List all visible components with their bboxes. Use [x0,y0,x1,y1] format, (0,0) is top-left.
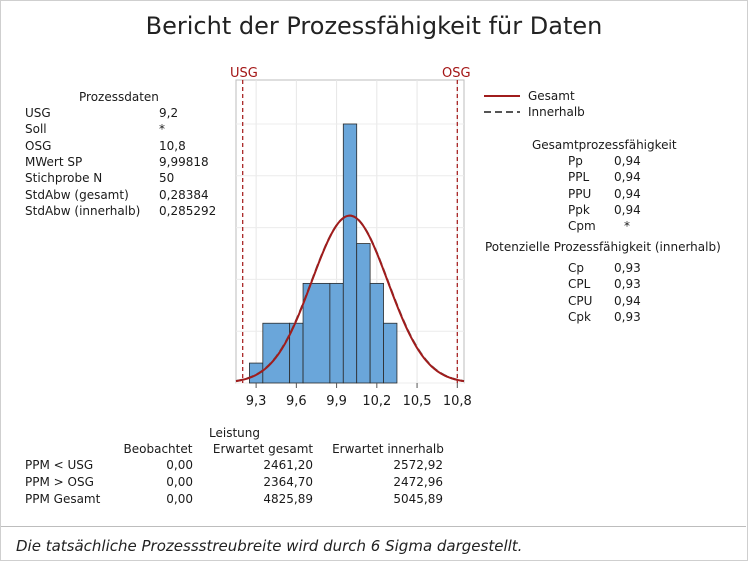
process-data-row-label: Soll [25,122,47,137]
usl-label: OSG [442,66,471,81]
process-data-row-value: 0,28384 [159,187,209,202]
x-tick-label: 9,3 [246,394,267,409]
potential-capability-heading: Potenzielle Prozessfähigkeit (innerhalb) [485,240,721,254]
report-title: Bericht der Prozessfähigkeit für Daten [145,12,603,40]
x-tick-label: 10,8 [443,394,472,409]
footer-note: Die tatsächliche Prozessstreubreite wird… [16,537,523,555]
performance-cell: 0,00 [166,492,193,506]
overall-capability-row-label: PPL [568,170,590,185]
process-data-row-value: 9,2 [159,106,179,120]
histogram-bar [302,282,331,384]
performance-cell: 2472,96 [393,475,443,489]
performance-cell: 0,00 [166,475,193,489]
lsl-label: USG [230,66,258,81]
overall-curve [235,214,465,383]
overall-capability-heading: Gesamtprozessfähigkeit [532,138,677,152]
overall-capability-row-value: * [624,219,630,234]
performance-cell: 4825,89 [263,492,313,506]
potential-capability-row-value: 0,93 [614,261,641,275]
performance-cell: 2364,70 [263,475,313,489]
process-data-row-label: USG [25,106,51,120]
overall-capability-row-label: Ppk [568,202,590,217]
performance-row-label: PPM < USG [25,458,94,472]
process-data-row-value: 50 [159,171,175,186]
overall-capability-row-label: Cpm [568,219,596,234]
perf-col-expected-within: Erwartet innerhalb [332,442,444,456]
histogram-bar [262,322,291,384]
perf-col-expected-overall: Erwartet gesamt [212,442,314,456]
footer-separator [1,526,746,527]
overall-capability-row-label: PPU [568,186,592,201]
legend-overall-label: Gesamt [528,89,575,103]
overall-capability-row-value: 0,94 [614,186,641,201]
process-data-row-value: 0,285292 [159,203,217,218]
performance-cell: 0,00 [166,458,193,472]
potential-capability-row-label: Cpk [568,309,591,324]
potential-capability-row-value: 0,93 [614,309,641,324]
x-tick-label: 10,5 [403,394,432,409]
performance-cell: 2572,92 [393,458,443,472]
process-data-row-label: MWert SP [25,154,83,169]
performance-cell: 5045,89 [393,492,443,506]
process-data-row-value: * [159,122,165,137]
process-data-row-label: StdAbw (innerhalb) [25,203,141,218]
histogram-bar [356,243,371,384]
process-data-row-value: 9,99818 [159,154,209,169]
potential-capability-row-value: 0,94 [614,293,641,308]
histogram-bar [342,123,358,384]
x-tick-label: 10,2 [362,394,391,409]
process-data-heading: Prozessdaten [79,90,159,104]
potential-capability-row-label: CPL [568,277,591,292]
histogram-bar [329,282,344,384]
x-tick-label: 9,6 [286,394,307,409]
histogram-bar [369,282,384,384]
x-tick-label: 9,9 [326,394,347,409]
overall-capability-row-label: Pp [568,154,583,168]
overall-capability-row-value: 0,94 [614,170,641,185]
process-data-row-label: StdAbw (gesamt) [25,187,129,202]
process-data-row-value: 10,8 [159,138,186,153]
process-data-row-label: Stichprobe N [25,171,103,186]
perf-col-observed: Beobachtet [123,442,193,456]
legend-within-label: Innerhalb [528,105,585,119]
overall-capability-row-value: 0,94 [614,154,641,168]
histogram-bar [383,322,398,384]
process-data-row-label: OSG [25,138,52,153]
performance-heading: Leistung [209,426,260,440]
performance-row-label: PPM Gesamt [25,492,101,506]
potential-capability-row-label: Cp [568,261,584,275]
performance-row-label: PPM > OSG [25,475,94,489]
overall-capability-row-value: 0,94 [614,202,641,217]
potential-capability-row-value: 0,93 [614,277,641,292]
performance-cell: 2461,20 [263,458,313,472]
potential-capability-row-label: CPU [568,293,593,308]
